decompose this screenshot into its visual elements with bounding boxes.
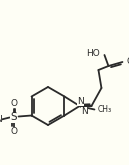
Text: CH₃: CH₃ bbox=[97, 105, 112, 114]
Text: O: O bbox=[10, 127, 17, 136]
Text: S: S bbox=[10, 113, 17, 122]
Text: N: N bbox=[81, 106, 88, 115]
Text: O: O bbox=[10, 99, 17, 108]
Text: N: N bbox=[77, 97, 84, 105]
Text: HO: HO bbox=[86, 50, 99, 59]
Text: O: O bbox=[126, 57, 129, 66]
Text: N: N bbox=[0, 115, 2, 124]
